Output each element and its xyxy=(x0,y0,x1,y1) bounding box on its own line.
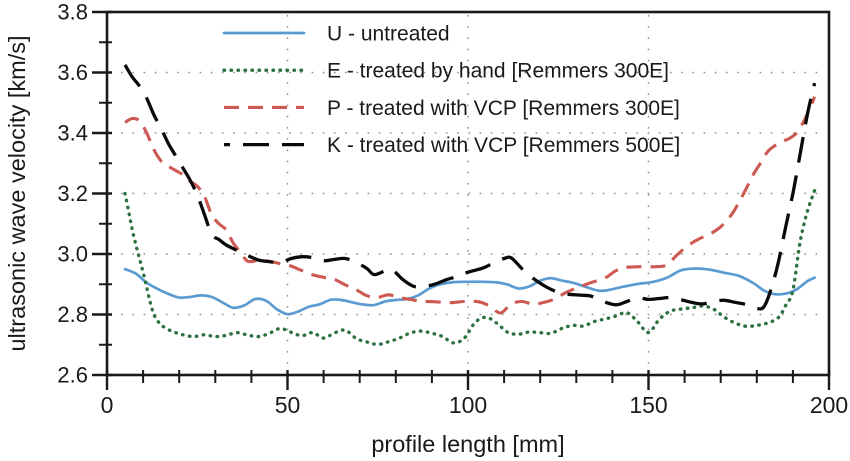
y-tick-label: 2.8 xyxy=(57,302,88,327)
x-tick-label: 200 xyxy=(810,392,848,418)
x-tick-label: 100 xyxy=(449,392,487,418)
legend-item-K: K - treated with VCP [Remmers 500E] xyxy=(224,134,680,157)
y-axis-title: ultrasonic wave velocity [km/s] xyxy=(4,35,30,351)
series-curves xyxy=(123,64,817,347)
series-line-K xyxy=(123,64,817,311)
y-tick-label: 3.4 xyxy=(57,121,88,146)
legend-label-E: E - treated by hand [Remmers 300E] xyxy=(327,60,669,83)
series-line-P xyxy=(124,96,817,315)
series-line-E xyxy=(123,188,817,347)
y-tick-label: 3.6 xyxy=(57,60,88,85)
legend-item-P: P - treated with VCP [Remmers 300E] xyxy=(224,97,680,120)
legend-label-P: P - treated with VCP [Remmers 300E] xyxy=(327,97,680,120)
legend-label-K: K - treated with VCP [Remmers 500E] xyxy=(327,134,680,157)
legend: U - untreated E - treated by hand [Remmer… xyxy=(222,22,680,157)
tick-labels: 0 50 100 150 200 2.6 2.8 3.0 3.2 3.4 3.6 3.8 xyxy=(57,0,848,418)
plot-frame xyxy=(105,10,831,377)
x-axis-title: profile length [mm] xyxy=(371,431,564,457)
x-tick-label: 0 xyxy=(101,392,114,418)
y-tick-label: 3.8 xyxy=(57,0,88,25)
legend-label-U: U - untreated xyxy=(327,22,450,45)
y-tick-label: 3.0 xyxy=(57,242,88,267)
y-tick-label: 3.2 xyxy=(57,181,88,206)
x-tick-label: 150 xyxy=(629,392,667,418)
legend-item-E: E - treated by hand [Remmers 300E] xyxy=(222,60,669,83)
legend-item-U: U - untreated xyxy=(222,22,450,45)
series-line-U xyxy=(123,267,816,316)
x-tick-label: 50 xyxy=(275,392,301,418)
y-tick-label: 2.6 xyxy=(57,363,88,388)
axis-ticks xyxy=(92,10,831,390)
